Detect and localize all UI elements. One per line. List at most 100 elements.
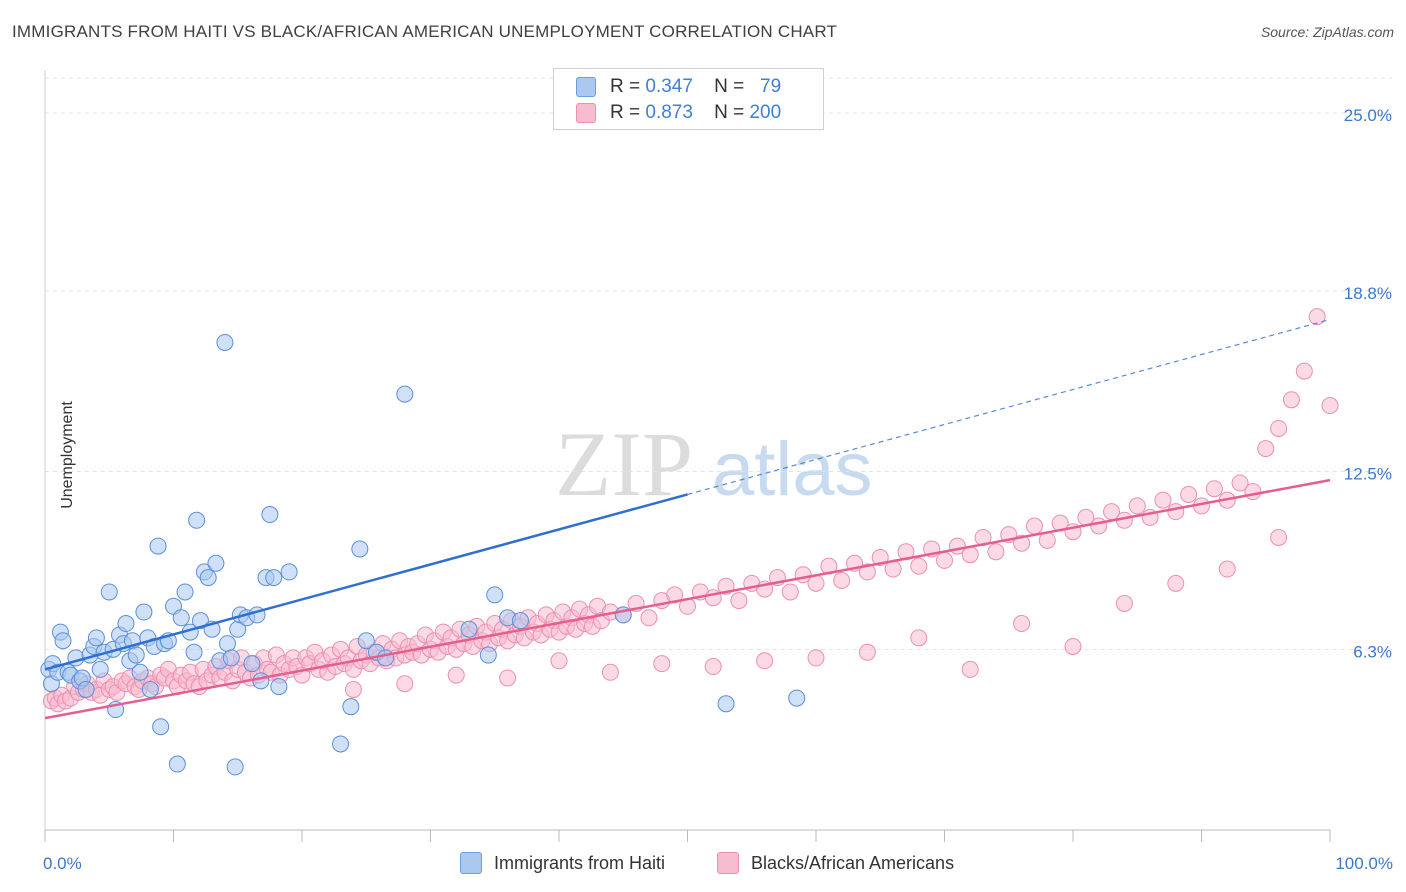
black-point bbox=[781, 583, 799, 601]
haiti-point bbox=[207, 554, 225, 572]
black-point bbox=[1154, 491, 1172, 509]
black-point bbox=[550, 652, 568, 670]
black-point bbox=[884, 560, 902, 578]
haiti-point bbox=[216, 333, 234, 351]
black-point bbox=[961, 660, 979, 678]
black-point bbox=[704, 658, 722, 676]
black-point bbox=[756, 652, 774, 670]
black-point bbox=[344, 680, 362, 698]
bottom-legend-label-black: Blacks/African Americans bbox=[751, 852, 955, 873]
black-point bbox=[666, 586, 684, 604]
haiti-point bbox=[486, 586, 504, 604]
black-point bbox=[833, 571, 851, 589]
haiti-point bbox=[218, 635, 236, 653]
haiti-point bbox=[511, 612, 529, 630]
haiti-point bbox=[127, 646, 145, 664]
haiti-point bbox=[265, 569, 283, 587]
haiti-trend-line bbox=[44, 493, 688, 671]
haiti-point bbox=[243, 655, 261, 673]
y-axis-label: Unemployment bbox=[58, 401, 76, 509]
black-point bbox=[961, 546, 979, 564]
bottom-legend-swatch-haiti bbox=[460, 852, 482, 874]
black-point bbox=[1231, 474, 1249, 492]
black-point bbox=[601, 663, 619, 681]
legend-n-label: N = bbox=[714, 76, 745, 97]
haiti-point bbox=[270, 678, 288, 696]
legend-r-value-black: 0.873 bbox=[645, 102, 693, 123]
black-point bbox=[1115, 594, 1133, 612]
haiti-point bbox=[222, 649, 240, 667]
black-point bbox=[1218, 560, 1236, 578]
watermark-atlas: atlas bbox=[712, 427, 873, 512]
black-point bbox=[730, 592, 748, 610]
haiti-point bbox=[342, 698, 360, 716]
haiti-point bbox=[131, 663, 149, 681]
haiti-point bbox=[87, 629, 105, 647]
haiti-point bbox=[199, 569, 217, 587]
legend-r-value-haiti: 0.347 bbox=[645, 76, 693, 97]
haiti-point bbox=[77, 680, 95, 698]
haiti-trend-extension bbox=[687, 318, 1331, 496]
legend-n-value-haiti: 79 bbox=[760, 76, 782, 97]
black-point bbox=[1270, 419, 1288, 437]
black-point bbox=[858, 643, 876, 661]
black-point bbox=[807, 574, 825, 592]
black-point bbox=[640, 609, 658, 627]
haiti-point bbox=[172, 609, 190, 627]
legend-row-black: R = 0.873 N = 200 bbox=[576, 101, 781, 125]
haiti-point bbox=[788, 689, 806, 707]
source-label: Source: ZipAtlas.com bbox=[1260, 24, 1394, 40]
haiti-point bbox=[332, 735, 350, 753]
black-point bbox=[1090, 517, 1108, 535]
haiti-point bbox=[149, 537, 167, 555]
black-point bbox=[1205, 480, 1223, 498]
bottom-legend-haiti: Immigrants from Haiti bbox=[460, 852, 665, 874]
haiti-point bbox=[280, 563, 298, 581]
haiti-point bbox=[226, 758, 244, 776]
black-point bbox=[1167, 574, 1185, 592]
legend-r-label: R = bbox=[610, 76, 641, 97]
black-point bbox=[1025, 517, 1043, 535]
black-point bbox=[1244, 483, 1262, 501]
haiti-point bbox=[168, 755, 186, 773]
y-tick-label: 12.5% bbox=[1344, 465, 1392, 484]
haiti-point bbox=[176, 583, 194, 601]
y-tick-label: 6.3% bbox=[1353, 642, 1392, 661]
black-point bbox=[1295, 362, 1313, 380]
black-point bbox=[858, 563, 876, 581]
haiti-point bbox=[377, 649, 395, 667]
bottom-legend-label-haiti: Immigrants from Haiti bbox=[494, 852, 666, 873]
haiti-point bbox=[351, 540, 369, 558]
legend-n-label: N = bbox=[714, 102, 745, 123]
black-point bbox=[499, 669, 517, 687]
chart-title: IMMIGRANTS FROM HAITI VS BLACK/AFRICAN A… bbox=[12, 22, 838, 41]
black-point bbox=[447, 666, 465, 684]
haiti-point bbox=[100, 583, 118, 601]
black-point bbox=[396, 675, 414, 693]
haiti-point bbox=[91, 660, 109, 678]
haiti-point bbox=[460, 620, 478, 638]
black-point bbox=[1270, 528, 1288, 546]
black-point bbox=[1013, 615, 1031, 633]
haiti-point bbox=[191, 612, 209, 630]
haiti-point bbox=[357, 632, 375, 650]
haiti-point bbox=[54, 632, 72, 650]
haiti-point bbox=[141, 680, 159, 698]
haiti-point bbox=[396, 385, 414, 403]
black-point bbox=[807, 649, 825, 667]
black-point bbox=[936, 551, 953, 569]
black-point bbox=[1257, 440, 1275, 458]
black-point bbox=[1321, 397, 1339, 415]
black-point bbox=[1308, 308, 1326, 326]
stats-legend: R = 0.347 N = 79 R = 0.873 N = 200 bbox=[553, 68, 824, 130]
black-point bbox=[1180, 485, 1198, 503]
black-point bbox=[653, 655, 671, 673]
black-point bbox=[1128, 497, 1146, 515]
legend-row-haiti: R = 0.347 N = 79 bbox=[576, 75, 781, 99]
x-tick-label-min: 0.0% bbox=[43, 854, 82, 873]
legend-r-label: R = bbox=[610, 102, 641, 123]
legend-swatch-haiti bbox=[576, 77, 596, 97]
haiti-point bbox=[117, 615, 135, 633]
haiti-point bbox=[152, 718, 170, 736]
